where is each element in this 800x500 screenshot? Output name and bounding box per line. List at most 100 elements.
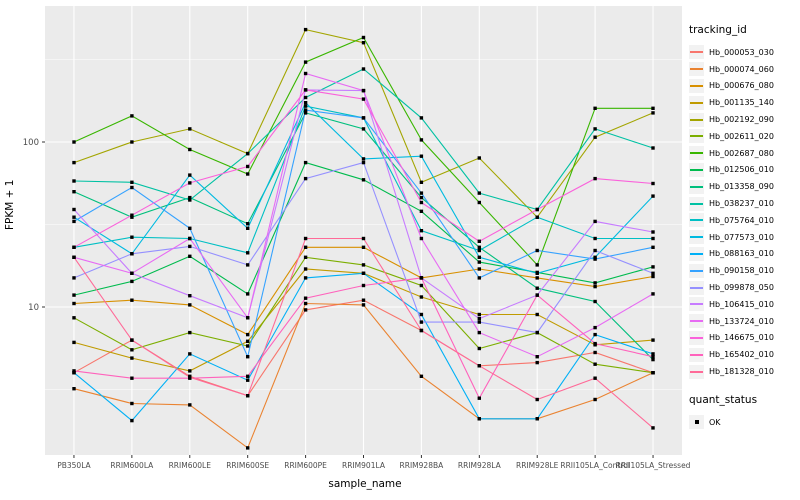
data-point [303,160,308,165]
data-point [477,276,481,280]
data-point [593,176,597,181]
data-point [477,156,481,160]
data-point [361,263,366,267]
data-point [246,339,250,343]
legend-item-Hb_000074_060: Hb_000074_060 [689,61,799,78]
legend-label: OK [709,417,721,427]
data-point [130,180,134,184]
data-point [593,255,597,259]
data-point [593,219,597,224]
data-point [361,41,366,45]
data-point [651,181,655,186]
data-point [246,344,250,348]
data-point [130,298,134,302]
data-point [130,114,134,118]
legend-item-Hb_106415_010: Hb_106415_010 [689,296,799,313]
data-point [72,387,76,391]
legend-item-Hb_181328_010: Hb_181328_010 [689,363,799,380]
data-point [72,245,76,249]
data-point [651,355,655,359]
data-point [651,371,655,375]
legend-label: Hb_075764_010 [709,215,774,225]
data-point [130,338,134,342]
legend-label: Hb_146675_010 [709,333,774,343]
data-point [72,219,76,224]
data-point [246,378,250,382]
series-line-swatch-icon [689,112,704,127]
data-point [651,271,655,275]
data-point [188,226,192,230]
data-point [419,191,424,195]
data-point [419,195,424,200]
data-point [72,301,76,306]
legend-label: Hb_001135_140 [709,98,774,108]
data-point [303,267,308,271]
legend-item-Hb_088163_010: Hb_088163_010 [689,246,799,263]
data-point [361,35,366,40]
data-point [130,235,134,239]
data-point [361,271,366,275]
data-point [188,236,192,241]
legend-item-Hb_099878_050: Hb_099878_050 [689,279,799,296]
data-point [361,303,366,307]
legend-label: Hb_165402_010 [709,350,774,360]
x-tick-label: RRII105LA_Stressed [616,461,691,470]
data-point [72,371,76,375]
data-point [303,101,308,105]
data-point [188,244,192,249]
data-point [246,172,250,176]
data-point [593,350,597,355]
data-point [651,106,655,110]
data-point [535,293,539,297]
data-point [593,248,597,253]
series-line-swatch-icon [689,78,704,93]
data-point [303,108,308,112]
data-point [651,111,655,115]
data-point [477,245,481,249]
legend-label: Hb_000074_060 [709,64,774,74]
legend-label: Hb_000676_080 [709,81,774,91]
data-point [188,403,192,407]
series-line-swatch-icon [689,129,704,144]
data-point [246,332,250,337]
data-point [419,320,424,324]
data-point [477,248,481,253]
data-point [535,276,539,280]
data-point [188,198,192,202]
series-line-swatch-icon [689,95,704,110]
data-point [651,230,655,234]
data-point [535,355,539,359]
data-point [535,397,539,402]
series-line-swatch-icon [689,314,704,329]
x-tick-label: RRIM600SE [226,461,269,470]
data-point [535,248,539,253]
data-point [303,176,308,181]
data-point [477,255,481,259]
x-tick-label: RRII105LA_Control [560,461,630,470]
data-point [188,330,192,335]
series-line-swatch-icon [689,230,704,245]
data-point [593,362,597,366]
data-point [72,207,76,212]
legend: tracking_id Hb_000053_030 Hb_000074_060 Hb… [689,24,799,431]
data-point [419,229,424,233]
data-point [593,325,597,330]
data-point [130,376,134,380]
series-line-swatch-icon [689,297,704,312]
data-point [361,88,366,93]
legend-item-Hb_000676_080: Hb_000676_080 [689,78,799,95]
legend-title-quant-status: quant_status [689,393,758,406]
x-axis-title: sample_name [328,478,402,490]
series-line-swatch-icon [689,330,704,345]
data-point [419,116,424,120]
data-point [246,164,250,169]
data-point [651,292,655,296]
data-point [303,60,308,64]
data-point [593,284,597,289]
data-point [419,209,424,213]
data-point [535,215,539,219]
data-point [593,341,597,346]
data-point [477,346,481,351]
data-point [419,138,424,142]
